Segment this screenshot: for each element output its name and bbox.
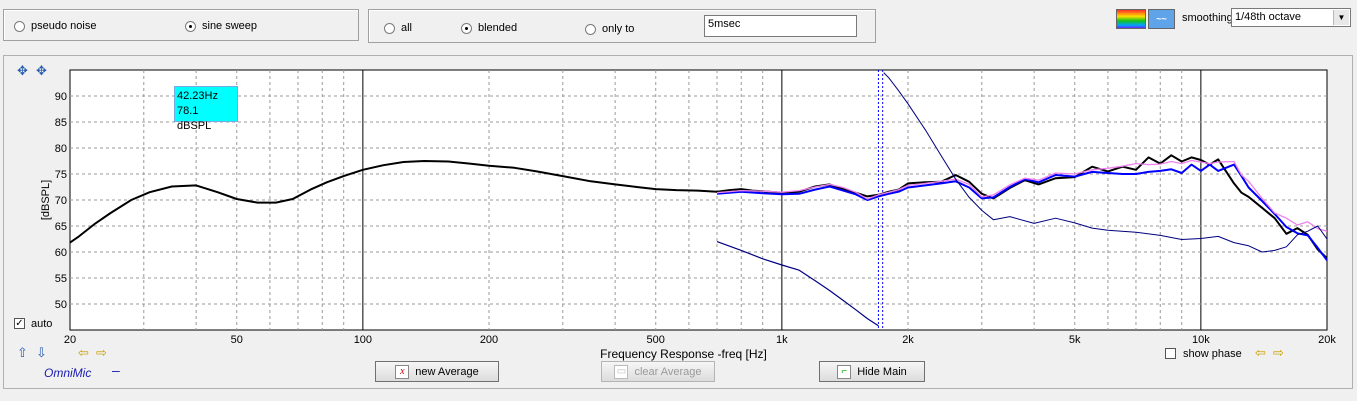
y-tick-label: 65 bbox=[55, 221, 67, 233]
x-tick-label: 10k bbox=[1192, 334, 1210, 346]
y-tick-label: 55 bbox=[55, 273, 67, 285]
zoom-expand-icon[interactable]: ✥ bbox=[36, 63, 47, 78]
radio-only-to[interactable]: only to bbox=[585, 23, 634, 35]
radio-blended-label: blended bbox=[478, 22, 518, 34]
x-tick-label: 500 bbox=[647, 334, 665, 346]
smoothing-label: smoothing bbox=[1182, 12, 1233, 24]
radio-all-label: all bbox=[401, 22, 413, 34]
radio-sine-sweep[interactable]: sine sweep bbox=[185, 20, 257, 32]
x-scroll-left-icon[interactable]: ⇦ bbox=[78, 345, 89, 360]
x-tick-label: 200 bbox=[480, 334, 498, 346]
x-scroll-right-icon[interactable]: ⇨ bbox=[96, 345, 107, 360]
show-phase-label: show phase bbox=[1183, 348, 1242, 360]
signal-type-group: pseudo noise sine sweep bbox=[3, 9, 359, 41]
x-tick-label: 5k bbox=[1069, 334, 1081, 346]
phase-scroll-left-icon[interactable]: ⇦ bbox=[1255, 345, 1266, 360]
cursor-readout: 42.23Hz 78.1 dBSPL bbox=[174, 86, 238, 132]
only-to-input[interactable]: 5msec bbox=[704, 15, 857, 37]
x-tick-label: 2k bbox=[902, 334, 914, 346]
clear-average-icon: ▭ bbox=[614, 364, 629, 379]
hide-main-label: Hide Main bbox=[857, 365, 907, 378]
hide-main-button[interactable]: ⌐ Hide Main bbox=[819, 361, 925, 382]
clear-average-label: clear Average bbox=[634, 365, 702, 378]
y-tick-label: 90 bbox=[55, 91, 67, 103]
x-tick-label: 1k bbox=[776, 334, 788, 346]
radio-all-dot[interactable] bbox=[384, 22, 395, 34]
radio-only-to-label: only to bbox=[602, 23, 635, 35]
y-tick-label: 85 bbox=[55, 117, 67, 129]
x-tick-label: 50 bbox=[231, 334, 243, 346]
radio-pseudo-noise-dot[interactable] bbox=[14, 20, 25, 32]
y-tick-label: 80 bbox=[55, 143, 67, 155]
cursor-freq: 42.23Hz bbox=[177, 90, 218, 102]
graph-view-icon: ~~ bbox=[1156, 14, 1167, 24]
y-tick-label: 75 bbox=[55, 169, 67, 181]
x-tick-label: 20k bbox=[1318, 334, 1336, 346]
y-tick-label: 70 bbox=[55, 195, 67, 207]
chevron-down-icon[interactable]: ▼ bbox=[1333, 10, 1349, 25]
radio-blended-dot[interactable] bbox=[461, 22, 472, 34]
clear-average-button[interactable]: ▭ clear Average bbox=[601, 361, 715, 382]
series-line-3 bbox=[883, 72, 1327, 253]
y-tick-label: 50 bbox=[55, 299, 67, 311]
hide-main-icon: ⌐ bbox=[837, 364, 852, 379]
smoothing-select-value: 1/48th octave bbox=[1235, 11, 1302, 23]
source-label: OmniMic bbox=[44, 366, 92, 380]
x-tick-label: 20 bbox=[64, 334, 76, 346]
graph-view-button[interactable]: ~~ bbox=[1148, 9, 1175, 29]
radio-sine-sweep-dot[interactable] bbox=[185, 20, 196, 32]
pan-left-icon[interactable]: ✥ bbox=[17, 63, 28, 78]
smoothing-select[interactable]: 1/48th octave ▼ bbox=[1231, 8, 1351, 27]
radio-blended[interactable]: blended bbox=[461, 22, 517, 34]
plot-area bbox=[69, 69, 1328, 331]
radio-pseudo-noise-label: pseudo noise bbox=[31, 20, 97, 32]
cursor-level: 78.1 dBSPL bbox=[177, 105, 212, 132]
new-average-button[interactable]: x new Average bbox=[375, 361, 499, 382]
radio-sine-sweep-label: sine sweep bbox=[202, 20, 258, 32]
y-axis-label: [dBSPL] bbox=[40, 180, 52, 220]
grid-lines bbox=[70, 70, 1327, 330]
x-tick-label: 100 bbox=[354, 334, 372, 346]
series-group bbox=[70, 72, 1327, 327]
y-tick-label: 60 bbox=[55, 247, 67, 259]
new-average-label: new Average bbox=[415, 365, 479, 378]
rainbow-view-button[interactable] bbox=[1116, 9, 1146, 29]
x-axis-label: Frequency Response -freq [Hz] bbox=[600, 347, 767, 361]
scale-up-icon[interactable]: ⇧ bbox=[17, 345, 28, 360]
radio-only-to-dot[interactable] bbox=[585, 23, 596, 35]
source-line-swatch: – bbox=[112, 362, 120, 378]
show-phase-checkbox[interactable] bbox=[1165, 348, 1176, 359]
window-mode-group: all blended only to 5msec bbox=[368, 9, 876, 43]
radio-all[interactable]: all bbox=[384, 22, 412, 34]
series-line-1 bbox=[716, 163, 1327, 261]
radio-pseudo-noise[interactable]: pseudo noise bbox=[14, 20, 96, 32]
phase-scroll-right-icon[interactable]: ⇨ bbox=[1273, 345, 1284, 360]
series-line-4 bbox=[716, 241, 879, 327]
scale-down-icon[interactable]: ⇩ bbox=[36, 345, 47, 360]
auto-checkbox[interactable]: ✓ bbox=[14, 318, 25, 329]
auto-label: auto bbox=[31, 318, 53, 330]
series-line-2 bbox=[716, 159, 1327, 232]
new-average-icon: x bbox=[395, 364, 410, 379]
